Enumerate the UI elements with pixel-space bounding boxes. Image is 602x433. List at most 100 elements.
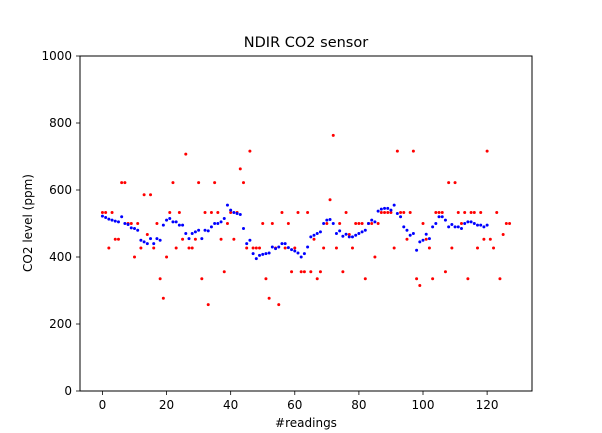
red-data-point [145, 233, 149, 237]
blue-data-point [241, 227, 245, 231]
red-data-point [357, 222, 361, 225]
red-data-point [299, 270, 303, 274]
red-data-point [434, 210, 438, 214]
red-data-point [334, 246, 338, 250]
red-data-point [200, 277, 204, 281]
red-data-point [347, 233, 351, 237]
blue-data-point [334, 232, 338, 236]
red-data-point [318, 270, 322, 274]
blue-data-point [274, 247, 278, 251]
red-data-point [363, 277, 367, 281]
red-data-point [296, 210, 300, 214]
red-data-point [113, 237, 117, 241]
red-data-point [203, 210, 207, 214]
red-data-point [209, 210, 213, 214]
red-data-point [206, 303, 210, 307]
red-data-point [350, 246, 354, 250]
red-data-point [290, 270, 294, 274]
blue-data-point [402, 225, 406, 229]
red-data-point [280, 210, 284, 214]
blue-data-point [133, 227, 136, 231]
blue-data-point [331, 222, 335, 225]
red-data-point [100, 210, 104, 214]
blue-data-point [229, 208, 233, 212]
blue-data-point [399, 215, 403, 219]
red-data-point [418, 283, 422, 287]
red-data-point [261, 222, 265, 225]
red-data-point [238, 167, 242, 171]
blue-data-point [245, 242, 249, 246]
blue-data-point [193, 230, 197, 234]
red-data-point [315, 277, 319, 281]
red-data-point [341, 270, 345, 274]
red-data-point [267, 296, 271, 300]
red-data-point [283, 246, 287, 250]
blue-data-point [139, 238, 143, 242]
red-data-point [328, 198, 332, 202]
red-data-point [482, 237, 486, 241]
red-data-point [498, 277, 502, 281]
data-points [100, 133, 512, 307]
y-axis: 0 200 400 600 800 1000 [41, 49, 80, 398]
red-data-point [508, 222, 512, 225]
y-tick-label: 0 [64, 384, 72, 398]
blue-data-point [415, 248, 419, 252]
red-data-point [379, 210, 383, 214]
red-data-point [110, 210, 114, 214]
red-data-point [370, 222, 374, 225]
red-data-point [504, 222, 508, 225]
blue-data-point [136, 228, 140, 232]
red-data-point [225, 222, 229, 225]
blue-data-point [280, 242, 284, 246]
blue-data-point [367, 222, 371, 225]
blue-data-point [450, 223, 454, 226]
red-data-point [331, 133, 335, 137]
blue-data-point [447, 225, 451, 229]
blue-data-point [318, 230, 322, 234]
red-data-point [241, 181, 245, 185]
blue-data-point [155, 237, 159, 241]
red-data-point [219, 237, 223, 241]
red-data-point [383, 210, 387, 214]
blue-data-point [200, 237, 204, 241]
blue-data-point [190, 232, 194, 236]
red-data-point [501, 233, 505, 237]
x-tick-label: 120 [476, 398, 499, 412]
blue-data-point [476, 223, 479, 227]
red-data-point [187, 246, 191, 250]
blue-data-point [277, 245, 281, 249]
blue-data-point [344, 232, 348, 236]
blue-data-point [120, 215, 124, 219]
red-data-point [270, 222, 274, 225]
blue-data-point [100, 214, 104, 218]
red-data-point [248, 149, 252, 153]
red-data-point [216, 210, 220, 214]
blue-data-point [110, 218, 114, 222]
blue-data-point [158, 238, 162, 242]
blue-data-point [312, 233, 316, 237]
blue-data-point [383, 206, 387, 210]
blue-data-point [181, 223, 185, 227]
red-data-point [405, 237, 409, 241]
red-data-point [104, 210, 108, 214]
red-data-point [399, 210, 403, 214]
red-data-point [437, 210, 441, 214]
red-data-point [411, 149, 415, 153]
blue-data-point [222, 216, 226, 220]
red-data-point [258, 246, 262, 250]
blue-data-point [126, 223, 130, 226]
blue-data-point [123, 222, 127, 225]
red-data-point [415, 277, 419, 281]
blue-data-point [168, 216, 172, 220]
blue-data-point [485, 223, 489, 227]
red-data-point [476, 246, 479, 250]
x-tick-label: 20 [159, 398, 174, 412]
blue-data-point [232, 210, 236, 214]
red-data-point [149, 193, 153, 197]
red-data-point [133, 255, 136, 259]
red-data-point [123, 181, 127, 185]
blue-data-point [264, 252, 268, 256]
red-data-point [213, 181, 217, 185]
